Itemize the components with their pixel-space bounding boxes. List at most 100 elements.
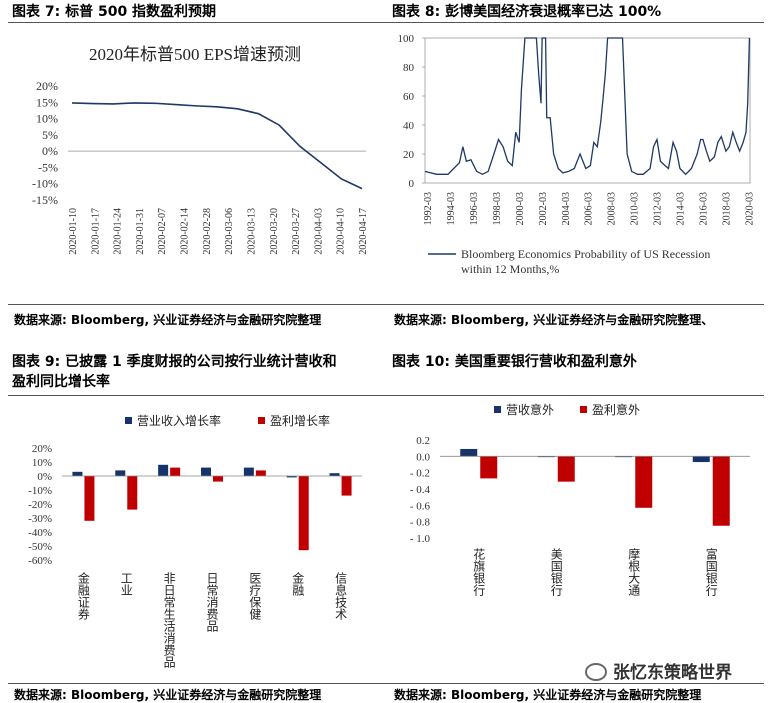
banks-y-tick-label: - 0.8 [410,517,431,529]
eps-x-tick-label: 2020-03-20 [269,208,280,255]
rec-x-tick-label: 2008-03 [607,192,618,225]
chart10-panel-title: 图表 10: 美国重要银行营收和盈利意外 [392,354,637,370]
rec-x-tick-label: 1998-03 [492,192,503,225]
sector-bar-series2 [255,470,266,476]
sector-category-label: 金融 [291,571,305,597]
banks-y-tick-label: - 0.6 [410,500,431,512]
rec-plot-frame [424,37,751,184]
eps-x-tick-label: 2020-04-03 [313,208,324,255]
banks-y-tick-label: - 0.2 [410,468,430,480]
eps-x-tick-label: 2020-03-13 [246,208,257,255]
sector-bar-series1 [243,467,254,476]
lower-title-divider [8,395,764,396]
rec-x-tick-label: 2012-03 [653,192,664,225]
sector-legend-swatch [258,417,265,424]
sector-y-tick-label: -30% [28,513,52,525]
eps-x-tick-label: 2020-03-27 [291,208,302,255]
eps-chart-title: 2020年标普500 EPS增速预测 [89,45,301,64]
rec-legend-label-line1: Bloomberg Economics Probability of US Re… [461,247,710,261]
chart7-source: 数据来源: Bloomberg, 兴业证券经济与金融研究院整理 [14,313,322,327]
rec-y-tick-label: 60 [403,91,415,103]
chart9-source: 数据来源: Bloomberg, 兴业证券经济与金融研究院整理 [14,688,322,702]
banks-category-label: 富国银行 [704,547,718,596]
banks-bar-series1 [615,456,633,458]
banks-legend-label: 营收意外 [506,402,554,417]
eps-series-line [71,102,363,190]
banks-y-tick-label: - 0.4 [410,484,431,496]
rec-y-tick-label: 20 [403,149,415,161]
rec-x-tick-label: 2004-03 [561,192,572,225]
eps-y-tick-label: 0% [42,144,58,158]
sector-bar-series2 [298,476,309,551]
rec-x-tick-label: 2020-03 [745,192,756,225]
eps-x-tick-label: 2020-04-17 [358,208,369,255]
banks-bar-series1 [692,456,710,463]
sector-bar-series2 [127,476,138,510]
rec-series-line [424,37,751,176]
sector-y-tick-label: 0% [37,471,52,483]
chart9-panel-title-line1: 图表 9: 已披露 1 季度财报的公司按行业统计营收和 [12,354,337,370]
chart8-panel-title: 图表 8: 彭博美国经济衰退概率已达 100% [392,4,662,20]
sector-bar-series2 [84,476,95,521]
banks-bar-series2 [712,456,730,526]
upper-source-divider [8,304,764,305]
sector-category-label: 信息技术 [334,572,348,620]
sector-bar-series1 [201,467,211,476]
sector-y-tick-label: -10% [28,485,52,497]
wechat-icon [585,663,607,681]
banks-legend-swatch [580,406,587,413]
sector-y-tick-label: -50% [28,541,52,553]
eps-x-tick-label: 2020-02-14 [180,208,191,255]
eps-x-tick-label: 2020-01-24 [113,208,124,255]
sector-category-label: 日常消费品 [205,572,219,632]
sector-bar-series2 [213,476,223,482]
banks-y-tick-label: 0.0 [416,451,430,463]
rec-x-tick-label: 1992-03 [423,192,434,225]
rec-y-tick-label: 0 [409,178,415,190]
banks-category-label: 花旗银行 [472,547,486,596]
eps-y-tick-label: 5% [42,128,58,142]
eps-y-tick-label: 20% [36,79,58,93]
lower-source-divider [8,683,764,684]
sector-bar-series1 [158,464,169,476]
eps-y-tick-label: -5% [38,160,58,174]
eps-y-tick-label: -15% [32,193,58,207]
banks-legend-swatch [494,406,501,413]
rec-x-tick-label: 2000-03 [515,192,526,225]
sector-category-label: 非日常生活消费品 [162,572,176,668]
eps-x-tick-label: 2020-01-31 [135,208,146,255]
rec-x-tick-label: 2006-03 [584,192,595,225]
banks-bar-series2 [480,456,498,479]
eps-y-tick-label: -10% [32,177,58,191]
banks-category-label: 摩根大通 [627,547,641,596]
top-divider [8,22,764,23]
sector-legend-label: 营业收入增长率 [137,413,221,428]
sector-category-label: 工业 [119,572,133,596]
eps-x-tick-label: 2020-02-28 [202,208,213,255]
eps-x-tick-label: 2020-01-17 [90,208,101,255]
rec-x-tick-label: 2010-03 [630,192,641,225]
sector-y-tick-label: 10% [32,457,52,469]
rec-x-tick-label: 1994-03 [446,192,457,225]
banks-y-tick-label: - 1.0 [410,533,431,545]
sector-bar-series1 [286,476,297,478]
sector-y-tick-label: -20% [28,499,52,511]
eps-x-tick-label: 2020-04-10 [336,208,347,255]
watermark: 张忆东策略世界 [585,658,732,683]
rec-y-tick-label: 100 [398,33,415,45]
sector-y-tick-label: -60% [28,555,52,567]
banks-y-tick-label: 0.2 [416,435,430,447]
sector-category-label: 金融证券 [76,571,90,620]
sector-bar-series1 [72,471,83,476]
rec-y-tick-label: 40 [403,120,415,132]
eps-x-tick-label: 2020-03-06 [224,208,235,255]
rec-x-tick-label: 2016-03 [699,192,710,225]
rec-legend-label-line2: within 12 Months,% [461,262,559,276]
banks-bar-series1 [460,448,478,457]
sector-y-tick-label: -40% [28,527,52,539]
sector-bar-series2 [170,467,181,476]
sector-bar-series1 [115,470,126,476]
